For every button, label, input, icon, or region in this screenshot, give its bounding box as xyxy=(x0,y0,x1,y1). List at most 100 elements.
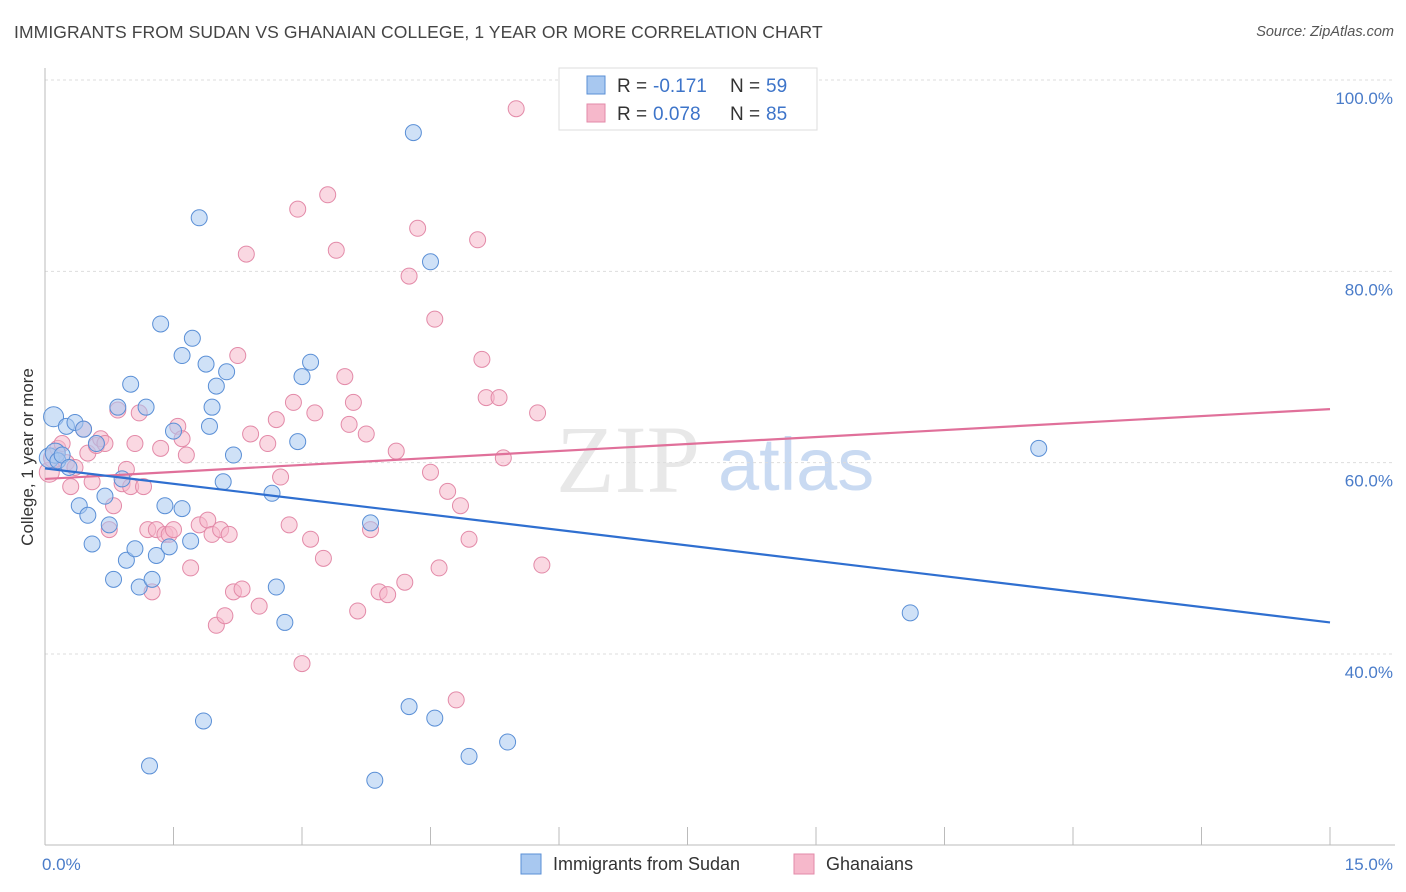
legend-top: R = -0.171 N = 59 R = 0.078 N = 85 xyxy=(558,67,818,131)
ghanaians-point xyxy=(272,468,290,486)
x-tick-label-max: 15.0% xyxy=(1345,855,1393,874)
ghanaians-point xyxy=(237,245,255,263)
y-tick-label: 40.0% xyxy=(1345,663,1393,682)
sudan-point xyxy=(143,570,161,588)
legend-top-sudan-r-label: R = xyxy=(617,76,647,97)
sudan-point xyxy=(173,500,191,518)
watermark-atlas: atlas xyxy=(718,423,874,506)
ghanaians-point xyxy=(439,482,457,500)
ghanaians-point xyxy=(430,559,448,577)
grid-lines xyxy=(45,79,1395,655)
ghanaians-point xyxy=(409,219,427,237)
legend-top-sudan-swatch xyxy=(586,75,606,95)
legend-top-sudan-n-label: N = xyxy=(730,76,760,97)
ghanaians-point xyxy=(293,655,311,673)
sudan-point xyxy=(214,473,232,491)
y-axis-label: College, 1 year or more xyxy=(18,368,37,546)
sudan-point xyxy=(207,377,225,395)
ghanaians-point xyxy=(379,586,397,604)
legend-top-ghana-r-label: R = xyxy=(617,104,647,125)
legend-bottom: Immigrants from Sudan Ghanaians xyxy=(520,853,913,875)
ghanaians-point xyxy=(336,368,354,386)
ghanaians-point xyxy=(284,393,302,411)
sudan-point xyxy=(147,546,165,564)
legend-top-sudan-r-value: -0.171 xyxy=(653,76,707,97)
sudan-point xyxy=(203,398,221,416)
sudan-point xyxy=(83,535,101,553)
sudan-point xyxy=(173,347,191,365)
ghanaians-points xyxy=(38,100,551,709)
ghanaians-point xyxy=(216,607,234,625)
legend-top-ghana-n-label: N = xyxy=(730,104,760,125)
ghanaians-point xyxy=(242,425,260,443)
ghanaians-point xyxy=(306,404,324,422)
legend-ghana-swatch xyxy=(793,853,815,875)
ghanaians-point xyxy=(314,549,332,567)
ghanaians-point xyxy=(340,415,358,433)
chart-title: IMMIGRANTS FROM SUDAN VS GHANAIAN COLLEG… xyxy=(14,22,823,42)
ghanaians-point xyxy=(473,350,491,368)
ghanaians-point xyxy=(135,478,153,496)
ghanaians-point xyxy=(267,411,285,429)
sudan-point xyxy=(160,538,178,556)
sudan-point xyxy=(1030,439,1048,457)
sudan-point xyxy=(141,757,159,775)
trend-lines xyxy=(44,407,1331,624)
ghanaians-point xyxy=(280,516,298,534)
ghanaians-point xyxy=(152,439,170,457)
sudan-point xyxy=(197,355,215,373)
sudan-point xyxy=(224,446,242,464)
sudan-point xyxy=(130,578,148,596)
sudan-point xyxy=(218,363,236,381)
sudan-point xyxy=(79,506,97,524)
ghanaians-point xyxy=(229,347,247,365)
sudan-point xyxy=(404,124,422,142)
y-tick-label: 100.0% xyxy=(1335,89,1393,108)
ghanaians-point xyxy=(349,602,367,620)
ghanaians-point xyxy=(533,556,551,574)
sudan-point xyxy=(190,209,208,227)
sudan-point xyxy=(422,253,439,271)
sudan-point xyxy=(263,484,281,502)
sudan-point xyxy=(109,398,127,416)
ghanaians-point xyxy=(165,521,182,539)
sudan-trend-line xyxy=(44,467,1331,624)
ghanaians-point xyxy=(400,267,418,285)
ghanaians-point xyxy=(469,231,487,249)
sudan-point xyxy=(200,417,218,435)
ghanaians-point xyxy=(451,497,469,515)
sudan-point xyxy=(117,551,135,569)
sudan-point xyxy=(460,747,478,765)
watermark-zip: ZIP xyxy=(556,406,700,513)
sudan-point xyxy=(96,487,114,505)
ghanaians-trend-line xyxy=(44,407,1331,481)
y-tick-label: 60.0% xyxy=(1345,472,1393,491)
legend-top-ghana-swatch xyxy=(586,103,606,123)
sudan-point xyxy=(499,733,517,751)
sudan-point xyxy=(43,406,65,428)
sudan-point xyxy=(122,375,140,393)
ghanaians-point xyxy=(319,186,337,204)
sudan-point xyxy=(901,604,919,622)
ghanaians-point xyxy=(250,597,268,615)
ghanaians-point xyxy=(302,530,320,548)
sudan-points xyxy=(38,124,1048,789)
ghanaians-point xyxy=(344,393,362,411)
ghanaians-point xyxy=(126,435,144,453)
legend-top-sudan-n-value: 59 xyxy=(766,76,787,97)
sudan-point xyxy=(156,497,174,515)
legend-top-ghana-n-value: 85 xyxy=(766,104,787,125)
ghanaians-point xyxy=(426,310,444,328)
sudan-point xyxy=(302,353,320,371)
sudan-point xyxy=(75,420,93,438)
sudan-point xyxy=(152,315,170,333)
sudan-point xyxy=(362,514,380,532)
ghanaians-point xyxy=(357,425,375,443)
ghanaians-point xyxy=(182,559,200,577)
y-tick-label: 80.0% xyxy=(1345,280,1393,299)
ghanaians-point xyxy=(289,200,307,218)
ghanaians-point xyxy=(494,449,512,467)
ghanaians-point xyxy=(529,404,547,422)
ghanaians-point xyxy=(62,478,80,496)
